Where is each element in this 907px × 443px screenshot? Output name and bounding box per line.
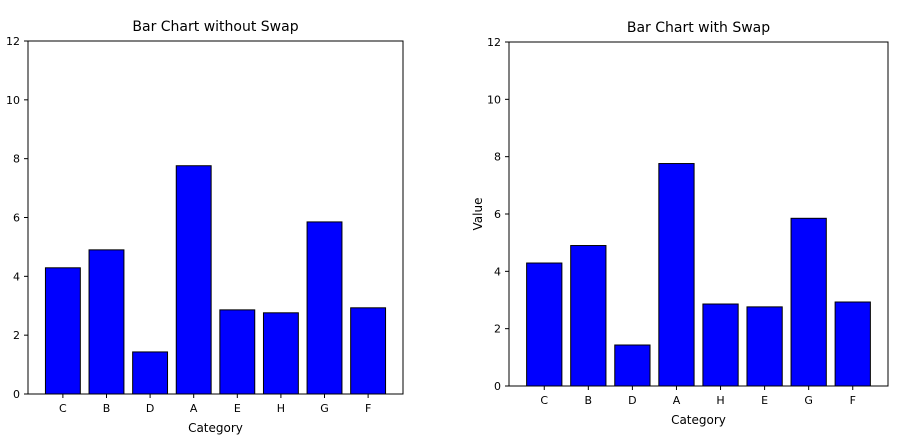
y-tick-label: 2 — [494, 323, 501, 336]
x-tick-label: H — [277, 402, 285, 415]
bar-G — [790, 217, 827, 387]
x-tick-label: C — [540, 394, 548, 407]
bar-C — [526, 262, 563, 387]
x-tick-label: H — [716, 394, 724, 407]
bar-D — [614, 344, 651, 387]
bar-G — [306, 221, 343, 395]
bar-E — [219, 309, 256, 395]
bar-F — [350, 307, 387, 395]
bar-H — [702, 303, 739, 387]
x-axis-label: Category — [671, 413, 726, 427]
y-tick-label: 0 — [494, 380, 501, 393]
bar-H — [262, 312, 299, 395]
plot-frame — [27, 40, 404, 395]
y-tick-label: 6 — [13, 212, 20, 225]
x-tick-label: A — [190, 402, 198, 415]
y-tick-label: 4 — [13, 270, 20, 283]
y-tick-label: 12 — [6, 35, 20, 48]
y-tick-label: 6 — [494, 208, 501, 221]
chart-title: Bar Chart with Swap — [627, 20, 770, 36]
x-tick-label: F — [365, 402, 371, 415]
y-tick-label: 2 — [13, 329, 20, 342]
x-tick-label: G — [804, 394, 813, 407]
y-tick-label: 4 — [494, 265, 501, 278]
bar-B — [88, 249, 125, 395]
x-tick-label: D — [146, 402, 154, 415]
x-tick-label: B — [103, 402, 111, 415]
x-tick-label: E — [234, 402, 241, 415]
y-tick-label: 12 — [487, 36, 501, 49]
bar-A — [658, 163, 695, 387]
x-tick-label: G — [320, 402, 329, 415]
y-tick-label: 10 — [487, 93, 501, 106]
x-tick-label: A — [673, 394, 681, 407]
y-axis-label: Value — [0, 201, 1, 234]
y-tick-label: 8 — [494, 151, 501, 164]
chart-2: C B D A H E G F 0 2 4 6 8 10 12 Bar Chart with Swap Cate… — [471, 20, 889, 427]
bar-E — [746, 306, 783, 387]
y-tick-label: 8 — [13, 153, 20, 166]
x-axis-label: Category — [188, 421, 243, 435]
y-tick-label: 0 — [13, 388, 20, 401]
chart-title: Bar Chart without Swap — [132, 19, 298, 35]
bar-C — [44, 267, 81, 395]
x-tick-label: E — [761, 394, 768, 407]
y-axis-label: Value — [471, 198, 485, 231]
plot-frame — [508, 41, 889, 387]
bar-D — [132, 351, 169, 395]
y-tick-label: 10 — [6, 94, 20, 107]
x-tick-label: D — [628, 394, 636, 407]
bar-B — [570, 245, 607, 387]
bar-A — [175, 165, 212, 395]
x-tick-label: F — [850, 394, 856, 407]
chart-1: C B D A E H G F 0 2 4 6 8 10 12 Bar Chart without Swap C… — [0, 19, 404, 435]
x-tick-label: B — [585, 394, 593, 407]
bar-F — [834, 301, 871, 387]
x-tick-label: C — [59, 402, 67, 415]
